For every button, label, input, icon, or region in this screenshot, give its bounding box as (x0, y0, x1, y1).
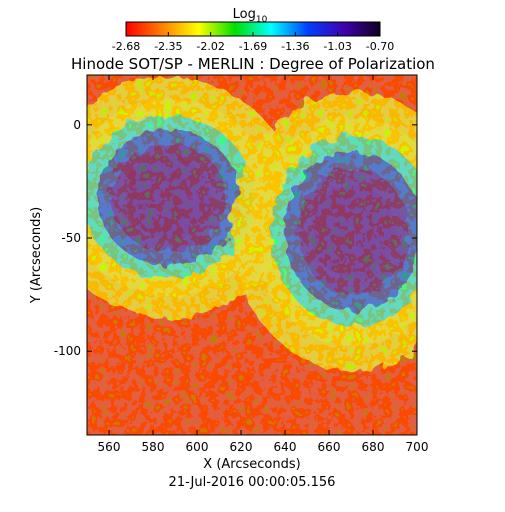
y-tick-label: -100 (54, 344, 81, 358)
y-axis-ticks: 0 -50 -100 (54, 118, 417, 358)
chart-title: Hinode SOT/SP - MERLIN : Degree of Polar… (71, 55, 435, 73)
x-axis-label: X (Arcseconds) (203, 457, 300, 472)
colorbar-tick-label: -0.70 (366, 40, 394, 53)
x-tick-label: 660 (318, 440, 341, 454)
x-tick-label: 560 (98, 440, 121, 454)
colorbar-tick-label: -1.36 (281, 40, 309, 53)
y-axis-label: Y (Arcseconds) (29, 207, 44, 304)
x-tick-label: 640 (274, 440, 297, 454)
colorbar-title: Log10 (233, 7, 268, 25)
colorbar-tick-label: -1.03 (323, 40, 351, 53)
x-tick-label: 620 (230, 440, 253, 454)
plot-frame (86, 74, 418, 436)
y-tick-label: -50 (61, 231, 81, 245)
x-tick-label: 580 (142, 440, 165, 454)
x-tick-label: 600 (186, 440, 209, 454)
x-axis-ticks: 560 580 600 620 640 660 680 700 (98, 75, 429, 454)
colorbar-tick-label: -2.68 (112, 40, 140, 53)
colorbar-tick-label: -1.69 (239, 40, 267, 53)
x-tick-label: 700 (406, 440, 429, 454)
heatmap-image (87, 75, 417, 435)
footer-timestamp: 21-Jul-2016 00:00:05.156 (169, 475, 336, 490)
x-tick-label: 680 (362, 440, 385, 454)
colorbar-tick-label: -2.02 (196, 40, 224, 53)
y-tick-label: 0 (73, 118, 81, 132)
colorbar-ticks: -2.68 -2.35 -2.02 -1.69 -1.36 -1.03 -0.70 (112, 32, 394, 53)
colorbar-tick-label: -2.35 (154, 40, 182, 53)
